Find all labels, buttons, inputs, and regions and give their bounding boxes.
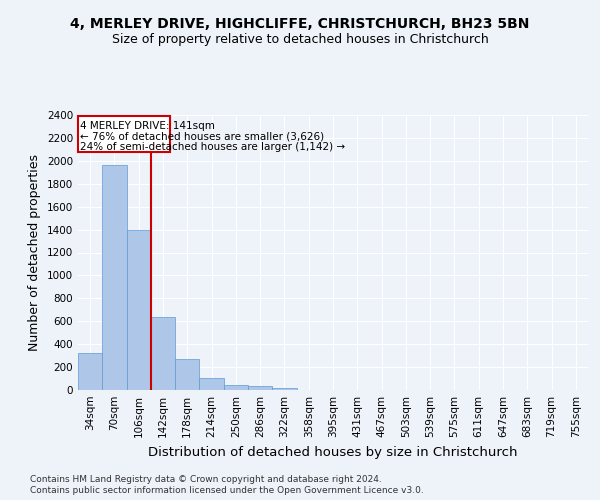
Bar [127,230,151,390]
Bar [224,384,248,390]
Text: Size of property relative to detached houses in Christchurch: Size of property relative to detached ho… [112,32,488,46]
Text: Contains public sector information licensed under the Open Government Licence v3: Contains public sector information licen… [30,486,424,495]
Text: Contains HM Land Registry data © Crown copyright and database right 2024.: Contains HM Land Registry data © Crown c… [30,475,382,484]
Y-axis label: Number of detached properties: Number of detached properties [28,154,41,351]
Bar [272,388,296,390]
Bar [175,359,199,390]
Bar [102,166,127,390]
Bar [151,316,175,390]
Bar [78,353,102,390]
Bar [248,386,272,390]
FancyBboxPatch shape [78,116,170,152]
Text: Distribution of detached houses by size in Christchurch: Distribution of detached houses by size … [148,446,518,459]
Text: 4, MERLEY DRIVE, HIGHCLIFFE, CHRISTCHURCH, BH23 5BN: 4, MERLEY DRIVE, HIGHCLIFFE, CHRISTCHURC… [70,18,530,32]
Bar [199,378,224,390]
Text: 24% of semi-detached houses are larger (1,142) →: 24% of semi-detached houses are larger (… [80,142,346,152]
Text: 4 MERLEY DRIVE: 141sqm: 4 MERLEY DRIVE: 141sqm [80,121,215,131]
Text: ← 76% of detached houses are smaller (3,626): ← 76% of detached houses are smaller (3,… [80,132,325,141]
